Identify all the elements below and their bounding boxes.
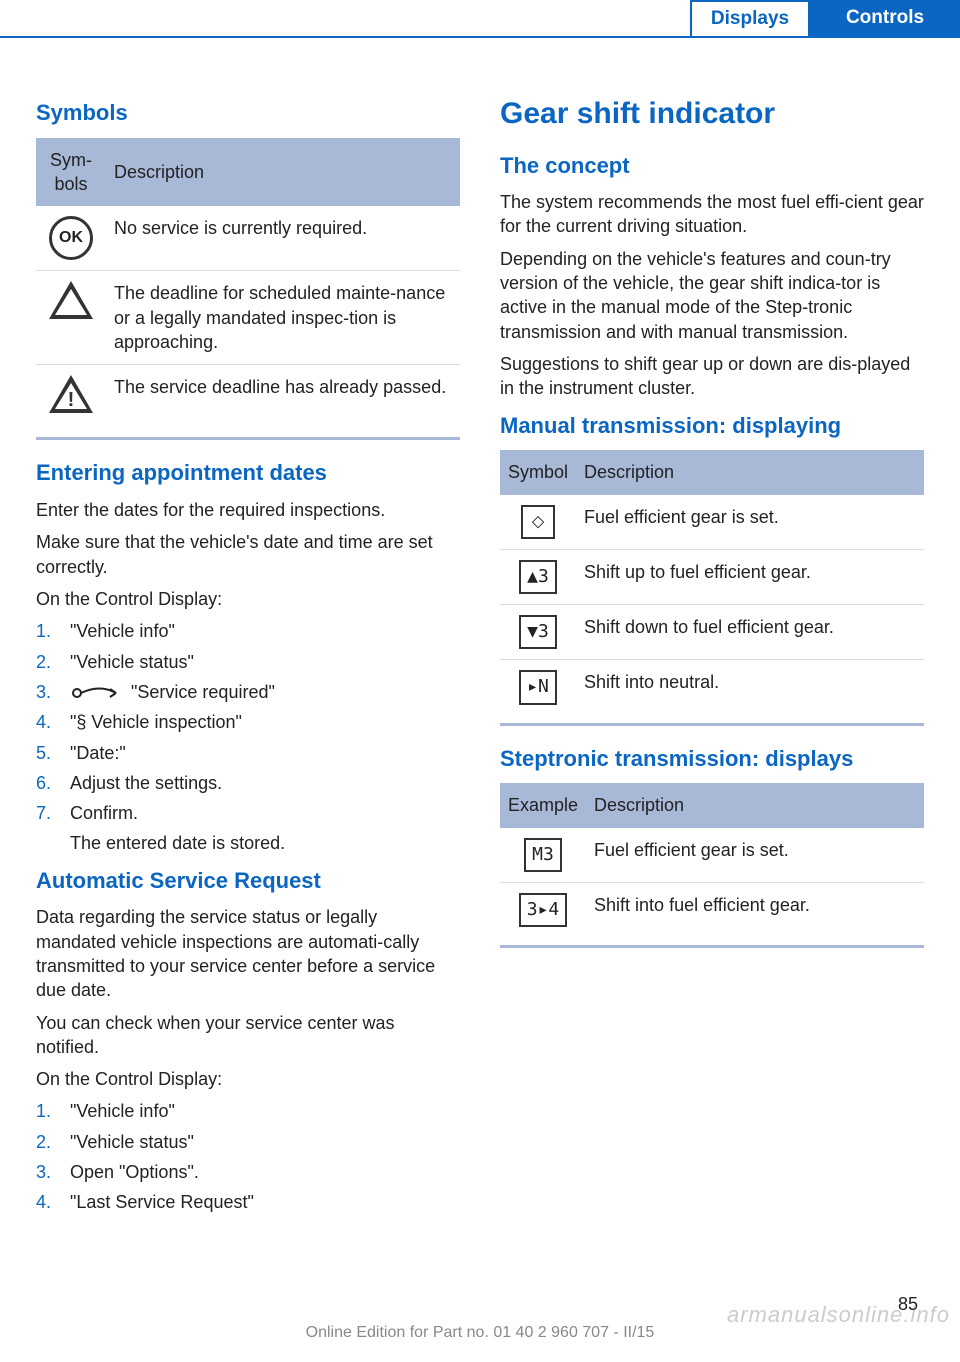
cell-desc: No service is currently required.	[106, 206, 460, 271]
page-body: Symbols Sym‐bols Description OK No servi…	[0, 38, 960, 1241]
gear-3to4-icon: 3▸4	[519, 893, 568, 927]
manual-table: Symbol Description ⬦ Fuel efficient gear…	[500, 450, 924, 714]
list-item: 4."Last Service Request"	[36, 1190, 460, 1214]
cell-desc: Shift up to fuel efficient gear.	[576, 549, 924, 604]
table-row: M3 Fuel efficient gear is set.	[500, 828, 924, 883]
warning-triangle-icon	[49, 281, 93, 325]
steps-list: 1."Vehicle info" 2."Vehicle status" 3.Op…	[36, 1099, 460, 1214]
th-description: Description	[576, 450, 924, 494]
list-item-sub: The entered date is stored.	[70, 831, 460, 855]
list-item: 7.Confirm.The entered date is stored.	[36, 801, 460, 856]
list-item-label: Confirm.	[70, 803, 138, 823]
table-end-rule	[500, 945, 924, 948]
table-row: ▲3 Shift up to fuel efficient gear.	[500, 549, 924, 604]
table-row: OK No service is currently required.	[36, 206, 460, 271]
gear-m3-icon: M3	[524, 838, 562, 872]
body-text: You can check when your service center w…	[36, 1011, 460, 1060]
list-item: 3.Open "Options".	[36, 1160, 460, 1184]
cell-desc: Fuel efficient gear is set.	[576, 495, 924, 550]
cell-desc: Shift into neutral.	[576, 660, 924, 715]
table-row: ▸N Shift into neutral.	[500, 660, 924, 715]
th-description: Description	[586, 783, 924, 827]
body-text: Make sure that the vehicle's date and ti…	[36, 530, 460, 579]
warning-triangle-bang-icon: !	[49, 375, 93, 419]
gear-updown-icon: ⬦	[521, 505, 555, 539]
cell-desc: Shift into fuel efficient gear.	[586, 883, 924, 938]
header-spacer	[0, 0, 690, 38]
body-text: On the Control Display:	[36, 587, 460, 611]
ok-icon: OK	[49, 216, 93, 260]
footer: 85 Online Edition for Part no. 01 40 2 9…	[0, 1322, 960, 1344]
steps-list: 1."Vehicle info" 2."Vehicle status" 3. "…	[36, 619, 460, 855]
shift-up-icon: ▲3	[519, 560, 557, 594]
cell-desc: The service deadline has already passed.	[106, 365, 460, 430]
table-end-rule	[36, 437, 460, 440]
table-row: ⬦ Fuel efficient gear is set.	[500, 495, 924, 550]
list-item-label: "Service required"	[131, 682, 275, 702]
service-arrow-icon	[70, 686, 120, 700]
body-text: The system recommends the most fuel effi…	[500, 190, 924, 239]
footer-line: Online Edition for Part no. 01 40 2 960 …	[306, 1324, 655, 1341]
table-end-rule	[500, 723, 924, 726]
cell-desc: Shift down to fuel efficient gear.	[576, 605, 924, 660]
th-symbols: Sym‐bols	[36, 138, 106, 207]
list-item: 3. "Service required"	[36, 680, 460, 704]
body-text: Depending on the vehicle's features and …	[500, 247, 924, 344]
right-column: Gear shift indicator The concept The sys…	[500, 88, 924, 1221]
table-row: 3▸4 Shift into fuel efficient gear.	[500, 883, 924, 938]
shift-down-icon: ▼3	[519, 615, 557, 649]
body-text: Suggestions to shift gear up or down are…	[500, 352, 924, 401]
list-item: 2."Vehicle status"	[36, 650, 460, 674]
steptronic-heading: Steptronic transmission: displays	[500, 744, 924, 774]
watermark: armanualsonline.info	[727, 1300, 950, 1330]
entering-dates-heading: Entering appointment dates	[36, 458, 460, 488]
manual-trans-heading: Manual transmission: displaying	[500, 411, 924, 441]
list-item: 4."§ Vehicle inspection"	[36, 710, 460, 734]
list-item: 5."Date:"	[36, 741, 460, 765]
cell-desc: The deadline for scheduled mainte‐nance …	[106, 271, 460, 365]
list-item: 1."Vehicle info"	[36, 619, 460, 643]
symbols-heading: Symbols	[36, 98, 460, 128]
cell-desc: Fuel efficient gear is set.	[586, 828, 924, 883]
shift-neutral-icon: ▸N	[519, 670, 557, 704]
table-row: The deadline for scheduled mainte‐nance …	[36, 271, 460, 365]
body-text: Enter the dates for the required inspect…	[36, 498, 460, 522]
header-bar: Displays Controls	[0, 0, 960, 38]
body-text: On the Control Display:	[36, 1067, 460, 1091]
header-tab-displays: Displays	[690, 0, 810, 38]
list-item: 2."Vehicle status"	[36, 1130, 460, 1154]
th-description: Description	[106, 138, 460, 207]
table-row: ! The service deadline has already passe…	[36, 365, 460, 430]
left-column: Symbols Sym‐bols Description OK No servi…	[36, 88, 460, 1221]
gear-shift-heading: Gear shift indicator	[500, 94, 924, 135]
steptronic-table: Example Description M3 Fuel efficient ge…	[500, 783, 924, 937]
th-symbol: Symbol	[500, 450, 576, 494]
table-row: ▼3 Shift down to fuel efficient gear.	[500, 605, 924, 660]
th-example: Example	[500, 783, 586, 827]
list-item: 6.Adjust the settings.	[36, 771, 460, 795]
list-item: 1."Vehicle info"	[36, 1099, 460, 1123]
body-text: Data regarding the service status or leg…	[36, 905, 460, 1002]
concept-heading: The concept	[500, 151, 924, 181]
header-tab-controls: Controls	[810, 0, 960, 38]
symbols-table: Sym‐bols Description OK No service is cu…	[36, 138, 460, 430]
asr-heading: Automatic Service Request	[36, 866, 460, 896]
